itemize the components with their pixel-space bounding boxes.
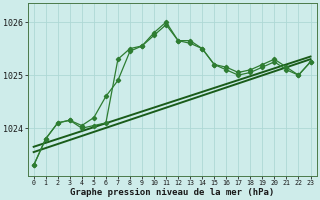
X-axis label: Graphe pression niveau de la mer (hPa): Graphe pression niveau de la mer (hPa) <box>70 188 274 197</box>
